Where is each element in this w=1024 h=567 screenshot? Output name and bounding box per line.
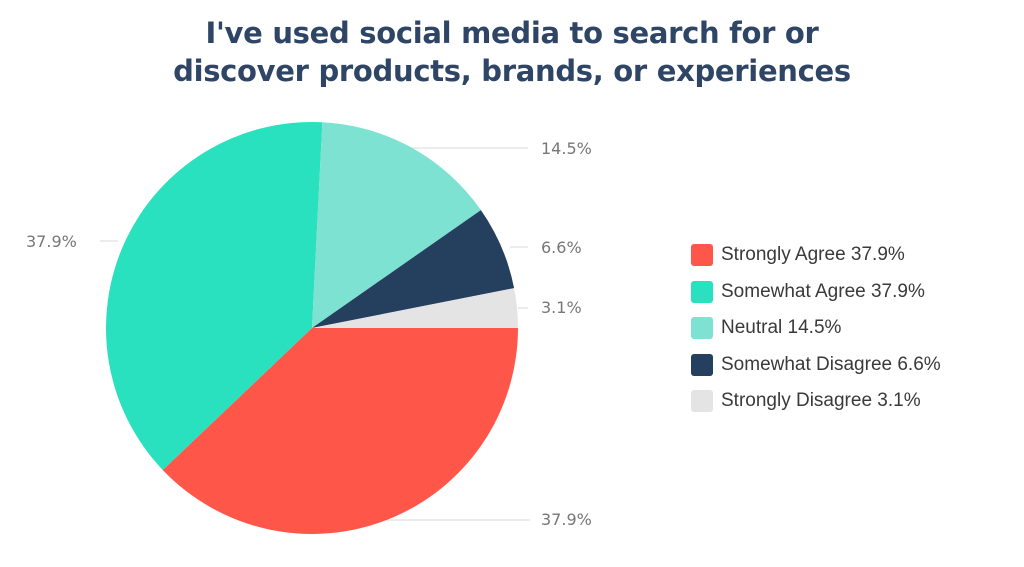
pie-slice-strongly-disagree[interactable] (312, 288, 518, 328)
chart-title-line-2: discover products, brands, or experience… (173, 54, 851, 88)
data-label-somewhat-agree: 37.9% (26, 232, 77, 251)
data-label-somewhat-disagree: 6.6% (541, 238, 582, 257)
legend-swatch (691, 317, 713, 339)
pie-slice-neutral[interactable] (312, 122, 481, 328)
legend-item-strongly-disagree[interactable]: Strongly Disagree 3.1% (691, 389, 941, 413)
legend-swatch (691, 244, 713, 266)
pie-slices (105, 121, 518, 535)
pie-slice-somewhat-disagree[interactable] (312, 210, 515, 328)
pie-slice-strongly-agree[interactable] (162, 328, 518, 535)
legend: Strongly Agree 37.9% Somewhat Agree 37.9… (691, 243, 941, 426)
legend-label: Strongly Agree 37.9% (721, 244, 905, 265)
legend-swatch (691, 280, 713, 303)
data-label-strongly-disagree: 3.1% (541, 298, 582, 317)
data-label-strongly-agree: 37.9% (541, 510, 592, 529)
legend-item-somewhat-agree[interactable]: Somewhat Agree 37.9% (691, 280, 941, 304)
legend-swatch (691, 390, 713, 412)
data-label-neutral: 14.5% (541, 139, 592, 158)
legend-label: Neutral 14.5% (721, 317, 842, 338)
legend-label: Somewhat Disagree 6.6% (721, 353, 941, 375)
legend-swatch (691, 353, 713, 376)
legend-label: Strongly Disagree 3.1% (721, 390, 921, 411)
legend-item-somewhat-disagree[interactable]: Somewhat Disagree 6.6% (691, 353, 941, 377)
chart-title-line-1: I've used social media to search for or (205, 16, 819, 50)
legend-label: Somewhat Agree 37.9% (721, 280, 925, 302)
legend-item-strongly-agree[interactable]: Strongly Agree 37.9% (691, 243, 941, 267)
chart-title: I've used social media to search for or … (0, 14, 1024, 90)
pie-slice-somewhat-agree[interactable] (105, 121, 323, 470)
legend-item-neutral[interactable]: Neutral 14.5% (691, 316, 941, 340)
